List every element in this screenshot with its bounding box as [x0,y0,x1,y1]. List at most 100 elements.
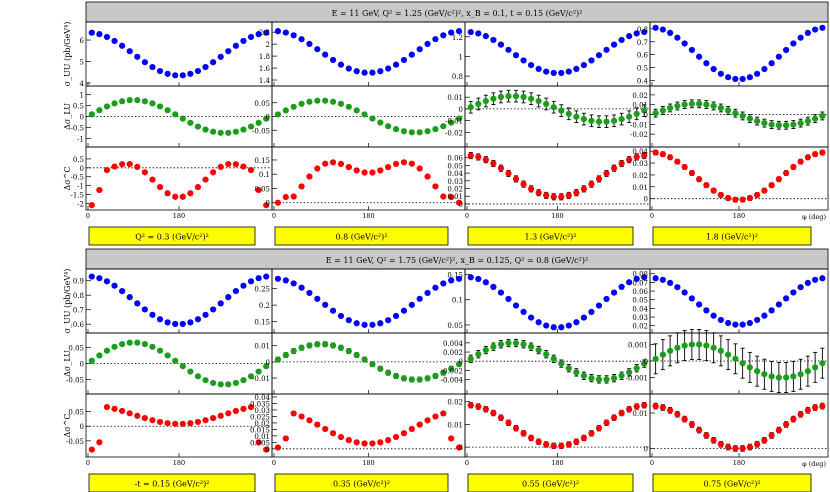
data-point [512,339,520,347]
data-point [717,104,724,112]
data-point [274,199,282,206]
data-point [134,53,141,60]
data-point [455,361,463,368]
data-point [674,158,681,165]
data-point [274,356,282,363]
data-point [797,371,804,378]
panel-frame [271,268,466,334]
x-tick-label: 0 [86,212,90,220]
data-point [314,97,321,104]
data-point [535,189,542,196]
data-point [385,65,392,72]
data-point [400,159,408,166]
data-point [111,282,118,289]
y-tick-label: -0.002 [441,367,463,375]
y-tick-label: 1.4 [259,77,271,85]
y-tick-label: 1 [80,92,84,100]
data-point [255,439,262,446]
data-point [210,59,217,66]
y-tick-label: 0 [266,359,270,367]
panel-1-3-c: 0 0.01 0 180 φ (deg) [632,393,829,468]
y-tick-label: 0.02 [632,172,648,180]
x-tick-label: 0 [650,459,654,467]
data-point [126,48,133,55]
data-point [392,433,400,441]
footer-label-text: -t = 0.15 (GeV/c²)² [135,480,210,489]
data-point [247,278,255,285]
y-tick-label: 0.03 [254,407,270,415]
data-point [688,46,695,54]
data-point [667,279,674,286]
y-tick-label: 0.06 [632,288,648,296]
data-point [565,192,572,199]
data-point [385,317,392,324]
data-point [448,119,455,126]
data-point [156,103,164,110]
data-point [400,307,408,314]
x-tick-label: 0 [465,212,469,220]
data-point [392,126,400,133]
data-point [703,182,710,189]
y-tick-label: 0.02 [632,92,648,100]
panel-frame [85,146,273,211]
data-point [482,406,489,413]
y-tick-label: 0.001 [628,341,648,349]
data-point [290,347,297,355]
y-tick-label: 0 [459,106,463,114]
data-point [149,311,156,318]
data-point [240,37,247,45]
data-point [448,29,455,36]
data-point [790,40,797,47]
data-point [225,381,232,388]
data-point [819,24,826,31]
data-point [528,434,535,442]
data-point [247,33,255,41]
data-point [652,402,659,410]
data-point [96,31,103,38]
y-tick-label: 0 [266,114,270,122]
data-point [232,161,239,168]
y-tick-label: -0.02 [445,129,463,137]
panel-frame [649,332,829,395]
data-point [194,373,202,380]
data-point [520,93,527,101]
panel-1-2-uu: 0.05 0.1 0.15 [447,268,651,334]
y-tick-label: 0.005 [250,439,270,447]
data-point [505,295,512,303]
y-tick-label: 0.02 [632,323,648,331]
data-point [626,156,633,163]
data-point [667,407,674,414]
y-tick-label: 0.5 [73,103,84,111]
data-point [550,442,557,449]
data-point [633,30,640,37]
data-point [490,409,497,417]
y-tick-label: 0.01 [254,433,270,441]
y-tick-label: 0.04 [447,170,463,178]
data-point [580,116,587,123]
data-point [732,355,739,362]
panel-0-3-uu: 0.4 0.5 0.6 0.7 0.8 [637,21,829,87]
y-tick-label: 0.1 [259,171,270,179]
data-point [119,98,126,105]
data-point [240,163,247,170]
data-point [603,376,610,383]
data-point [96,439,103,446]
y-tick-label: 0.05 [632,297,648,305]
panel-0-3-c: 0 0.01 0.02 0.03 0.04 0 180 φ (deg) [632,146,829,221]
y-tick-label: -0.5 [71,174,85,182]
y-tick-label: -0.01 [630,121,648,129]
data-point [659,151,666,158]
data-point [179,72,186,79]
data-point [618,116,625,123]
data-point [696,53,703,60]
data-point [674,102,681,110]
data-point [392,160,400,168]
y-tick-label: 6 [80,37,85,45]
data-point [520,341,527,348]
data-point [247,123,255,130]
data-point [369,440,376,447]
data-point [88,357,95,364]
data-point [263,273,270,280]
y-tick-label: 0 [266,446,270,454]
